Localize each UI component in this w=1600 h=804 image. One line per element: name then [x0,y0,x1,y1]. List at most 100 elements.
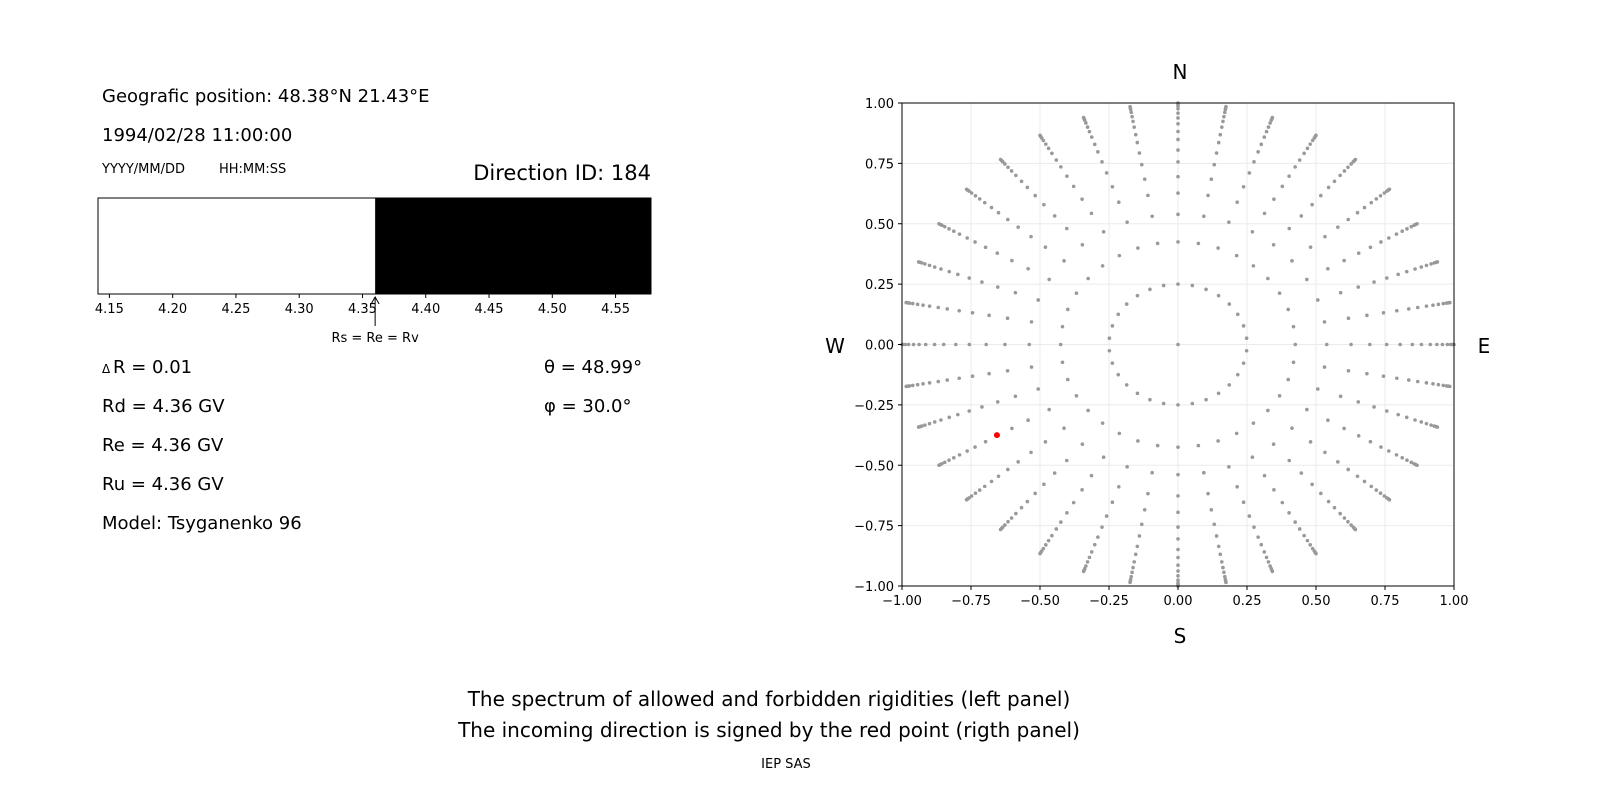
data-point [1365,371,1369,376]
data-point [1117,253,1122,258]
data-point [1010,258,1014,263]
data-point [1277,394,1282,398]
data-point [1308,142,1313,146]
spectrum-segment [98,198,376,294]
data-point [1356,433,1361,438]
data-point [1043,142,1048,146]
data-point [1222,110,1227,115]
data-point [1280,184,1285,189]
data-point [1033,491,1037,496]
data-point [1342,516,1347,520]
data-point [1287,511,1291,515]
data-point [1404,415,1409,420]
data-point [1405,458,1409,462]
data-point [1338,394,1343,399]
data-point [1052,471,1057,475]
data-point [1125,465,1129,469]
data-point [1006,467,1010,472]
x-tick-label: 4.50 [538,302,567,317]
spectrum-segment [375,198,651,294]
data-point [964,187,969,192]
data-point [1405,227,1409,231]
data-point [1384,409,1389,413]
data-point [1050,533,1054,538]
data-point [1117,200,1121,205]
data-point [1150,214,1154,219]
data-point [1290,426,1294,430]
data-point [1100,264,1105,268]
data-point [1013,394,1018,399]
data-point [995,251,1000,256]
data-point [970,310,975,315]
data-point [973,491,978,496]
data-point [916,260,921,264]
data-point [1409,460,1414,465]
data-point [1085,560,1090,564]
data-point [1396,272,1400,277]
data-point [1042,202,1046,207]
data-point [1332,179,1337,184]
data-point [1336,225,1340,229]
data-point [1026,418,1030,423]
data-point [1355,210,1360,215]
data-point [921,382,925,386]
data-point [1190,283,1195,288]
data-point [1131,565,1135,570]
data-point [1054,158,1059,162]
data-point [1129,574,1134,579]
phi-value: φ = 30.0° [544,396,631,417]
x-tick-label: −0.75 [951,594,991,609]
x-tick-label: 0.25 [1233,594,1262,609]
data-point [1176,342,1180,347]
data-point [1252,525,1256,529]
data-point [1382,494,1387,498]
data-point [932,420,937,424]
data-point [1003,523,1007,527]
data-point [1365,313,1369,318]
data-point [1299,214,1304,218]
data-point [1244,349,1249,353]
data-point [1084,121,1088,125]
data-point [1176,510,1180,515]
data-point [1272,488,1276,492]
data-point [1368,342,1372,347]
data-point [1176,137,1180,142]
data-point [1322,320,1327,324]
data-point [915,382,920,387]
data-point [1080,442,1085,447]
data-point [967,342,972,347]
data-point [1124,383,1129,387]
data-point [1270,115,1275,120]
data-point [1130,570,1134,575]
data-point [1310,202,1314,207]
data-point [1235,372,1240,377]
data-point [945,307,950,311]
data-point [1305,277,1309,282]
data-point [947,458,951,462]
data-point [1080,488,1084,492]
data-point [1314,551,1318,556]
y-tick-label: −1.00 [854,580,894,595]
arrow-head-icon [370,295,380,305]
data-point [1009,516,1014,520]
data-point [1019,505,1024,510]
model-name: Model: Tsyganenko 96 [102,513,302,534]
data-point [973,240,977,244]
data-point [1221,119,1225,124]
data-point [1117,484,1121,489]
data-point [1124,302,1129,306]
data-point [1224,104,1228,109]
data-point [1221,565,1225,570]
data-point [1326,499,1331,504]
data-point [1349,162,1353,166]
data-point [1440,342,1445,347]
data-point [1176,578,1180,583]
data-point [1137,534,1142,538]
data-point [1346,316,1351,321]
caption-line-2: The incoming direction is signed by the … [457,718,1080,742]
y-tick-label: −0.50 [854,459,894,474]
data-point [1064,458,1069,463]
data-point [1155,443,1160,448]
data-point [923,423,927,427]
data-point [1353,157,1358,162]
